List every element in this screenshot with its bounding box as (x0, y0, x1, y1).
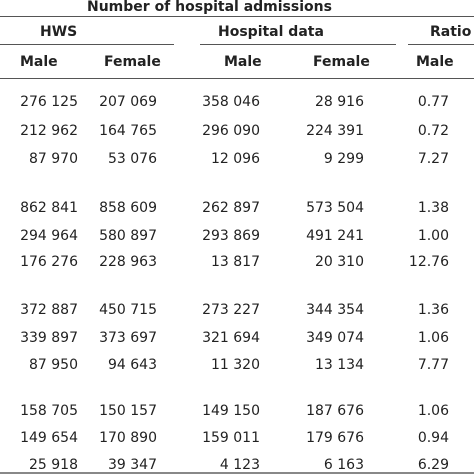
cell-hws-female: 170 890 (99, 430, 157, 446)
cell-hws-female: 228 963 (99, 254, 157, 270)
title-rule (0, 16, 474, 17)
subheader-hosp-female: Female (313, 54, 370, 70)
group-rule-hospital (200, 44, 396, 45)
cell-ratio-male: 6.29 (417, 457, 449, 473)
cell-hosp-female: 491 241 (306, 228, 364, 244)
cell-hws-male: 158 705 (20, 403, 78, 419)
cell-hosp-female: 28 916 (315, 94, 364, 110)
cell-hws-male: 372 887 (20, 302, 78, 318)
cell-ratio-male: 1.06 (417, 330, 449, 346)
cell-hosp-female: 344 354 (306, 302, 364, 318)
cell-hosp-female: 13 134 (315, 357, 364, 373)
cell-hosp-male: 11 320 (211, 357, 260, 373)
cell-ratio-male: 1.36 (417, 302, 449, 318)
cell-hws-male: 176 276 (20, 254, 78, 270)
cell-hosp-male: 293 869 (202, 228, 260, 244)
cell-hws-female: 94 643 (108, 357, 157, 373)
cell-hosp-male: 358 046 (202, 94, 260, 110)
group-header-ratio: Ratio (430, 24, 472, 40)
cell-hosp-female: 349 074 (306, 330, 364, 346)
cell-hosp-female: 20 310 (315, 254, 364, 270)
subheader-hws-male: Male (20, 54, 58, 70)
cell-hws-male: 276 125 (20, 94, 78, 110)
subheader-hws-female: Female (104, 54, 161, 70)
cell-hosp-male: 13 817 (211, 254, 260, 270)
cell-hws-female: 373 697 (99, 330, 157, 346)
group-header-hospital: Hospital data (218, 24, 324, 40)
cell-ratio-male: 7.27 (417, 151, 449, 167)
group-rule-ratio (408, 44, 474, 45)
cell-hosp-female: 6 163 (323, 457, 364, 473)
cell-hws-female: 150 157 (99, 403, 157, 419)
cell-ratio-male: 1.38 (417, 200, 449, 216)
cell-ratio-male: 0.77 (417, 94, 449, 110)
table-title: Number of hospital admissions (87, 0, 332, 15)
cell-hosp-female: 179 676 (306, 430, 364, 446)
cell-hws-female: 207 069 (99, 94, 157, 110)
cell-hws-male: 339 897 (20, 330, 78, 346)
cell-hws-male: 294 964 (20, 228, 78, 244)
group-rule-hws (0, 44, 174, 45)
cell-ratio-male: 0.94 (417, 430, 449, 446)
cell-hws-male: 862 841 (20, 200, 78, 216)
cell-hws-female: 39 347 (108, 457, 157, 473)
cell-ratio-male: 1.06 (417, 403, 449, 419)
cell-hosp-female: 187 676 (306, 403, 364, 419)
cell-hosp-male: 296 090 (202, 123, 260, 139)
cell-hws-male: 149 654 (20, 430, 78, 446)
cell-hosp-male: 262 897 (202, 200, 260, 216)
cell-hosp-female: 9 299 (323, 151, 364, 167)
cell-ratio-male: 7.77 (417, 357, 449, 373)
cell-hws-male: 212 962 (20, 123, 78, 139)
cell-hosp-male: 321 694 (202, 330, 260, 346)
cell-ratio-male: 1.00 (417, 228, 449, 244)
group-header-hws: HWS (40, 24, 78, 40)
cell-hws-female: 450 715 (99, 302, 157, 318)
subheader-ratio-male: Male (416, 54, 454, 70)
cell-hosp-male: 4 123 (219, 457, 260, 473)
cell-ratio-male: 0.72 (417, 123, 449, 139)
cell-hws-male: 25 918 (29, 457, 78, 473)
cell-ratio-male: 12.76 (408, 254, 449, 270)
cell-hws-male: 87 950 (29, 357, 78, 373)
header-bottom-rule (0, 78, 474, 79)
cell-hws-female: 53 076 (108, 151, 157, 167)
cell-hws-female: 164 765 (99, 123, 157, 139)
subheader-hosp-male: Male (224, 54, 262, 70)
cell-hosp-male: 273 227 (202, 302, 260, 318)
cell-hosp-male: 159 011 (202, 430, 260, 446)
cell-hosp-male: 12 096 (211, 151, 260, 167)
cell-hosp-female: 224 391 (306, 123, 364, 139)
cell-hws-female: 858 609 (99, 200, 157, 216)
cell-hws-female: 580 897 (99, 228, 157, 244)
cell-hws-male: 87 970 (29, 151, 78, 167)
table-bottom-rule (0, 472, 474, 474)
cell-hosp-male: 149 150 (202, 403, 260, 419)
cell-hosp-female: 573 504 (306, 200, 364, 216)
